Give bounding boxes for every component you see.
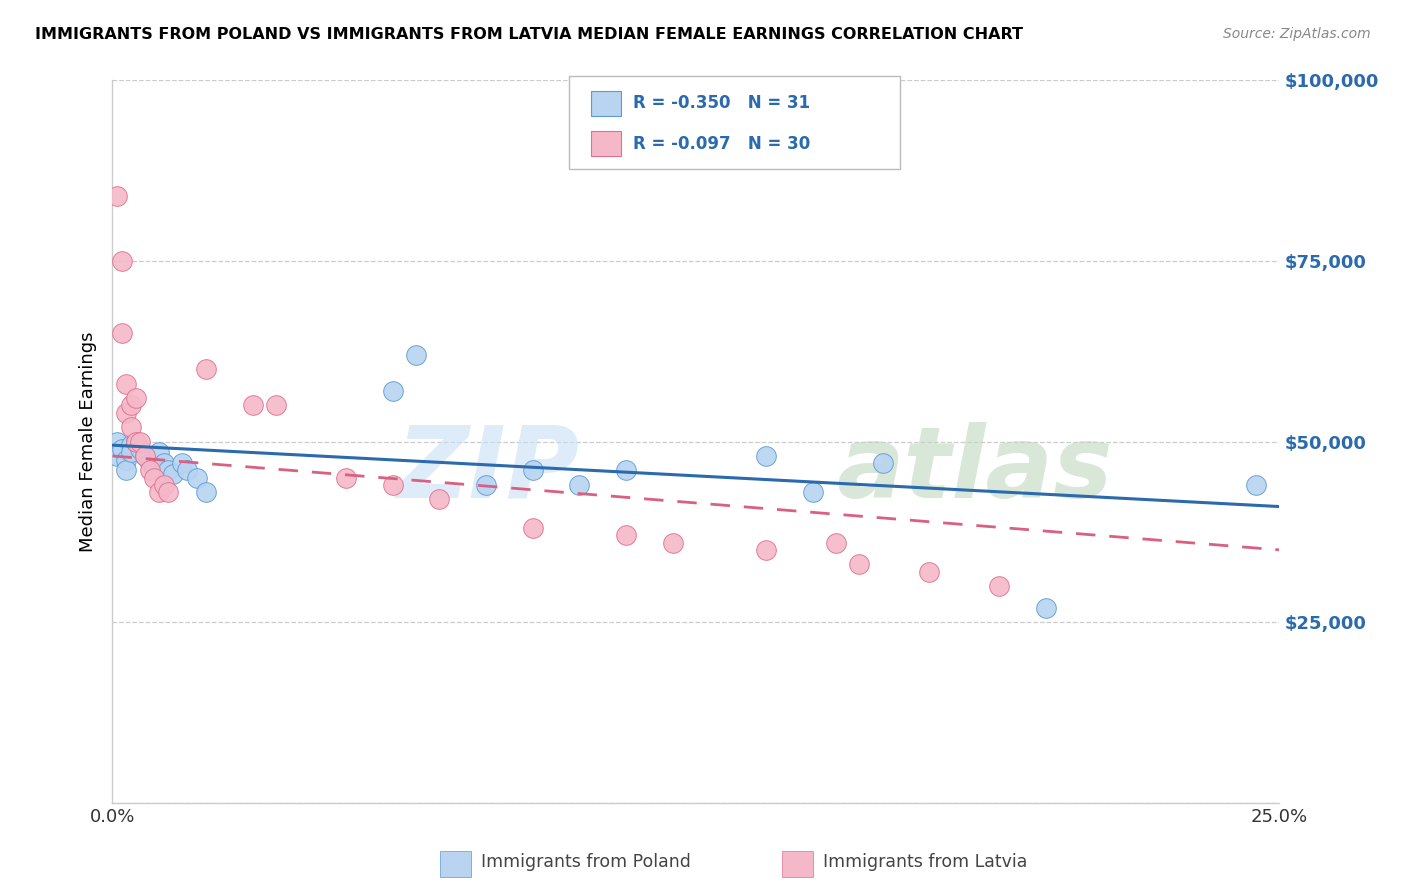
Text: ZIP: ZIP [396,422,579,519]
Point [176,463,198,477]
Point [115,376,138,391]
Text: IMMIGRANTS FROM POLAND VS IMMIGRANTS FROM LATVIA MEDIAN FEMALE EARNINGS CORRELAT: IMMIGRANTS FROM POLAND VS IMMIGRANTS FRO… [35,27,1024,42]
Point [801,485,824,500]
Point [825,535,848,549]
Point [139,456,162,470]
Point [381,384,404,398]
Point [115,452,138,467]
Point [242,398,264,412]
Point [162,467,184,481]
Point [157,485,180,500]
Text: R = -0.097   N = 30: R = -0.097 N = 30 [633,135,810,153]
Bar [782,851,813,878]
Text: atlas: atlas [837,422,1112,519]
Point [143,470,166,484]
Point [755,542,778,557]
Point [120,398,142,412]
Point [134,449,156,463]
Point [405,348,427,362]
Point [522,463,544,477]
Point [522,521,544,535]
Text: Immigrants from Latvia: Immigrants from Latvia [823,854,1028,871]
Point [115,463,138,477]
Point [125,434,148,449]
Point [153,478,176,492]
Point [153,456,176,470]
Point [134,449,156,463]
Point [105,434,128,449]
Point [143,459,166,474]
Point [148,445,170,459]
Point [148,485,170,500]
Point [427,492,450,507]
Point [157,463,180,477]
Point [614,528,637,542]
Point [918,565,941,579]
Text: Source: ZipAtlas.com: Source: ZipAtlas.com [1223,27,1371,41]
Point [120,445,142,459]
Point [264,398,287,412]
Point [139,463,162,477]
Y-axis label: Median Female Earnings: Median Female Earnings [79,331,97,552]
Point [1035,600,1057,615]
Point [105,189,128,203]
Point [125,391,148,405]
Point [129,442,152,456]
Text: Immigrants from Poland: Immigrants from Poland [481,854,690,871]
Text: R = -0.350   N = 31: R = -0.350 N = 31 [633,95,810,112]
Point [111,442,134,456]
Point [568,478,591,492]
Point [475,478,498,492]
Point [129,434,152,449]
Point [120,420,142,434]
Point [194,362,217,376]
Point [115,406,138,420]
Point [335,470,357,484]
Point [111,253,134,268]
Point [105,449,128,463]
Point [120,438,142,452]
Point [1244,478,1267,492]
Point [614,463,637,477]
Point [848,558,870,572]
Point [988,579,1011,593]
Point [172,456,194,470]
Point [125,434,148,449]
Point [186,470,208,484]
Point [872,456,894,470]
Point [111,326,134,340]
Point [381,478,404,492]
Point [661,535,683,549]
Bar [440,851,471,878]
Point [194,485,217,500]
Point [755,449,778,463]
